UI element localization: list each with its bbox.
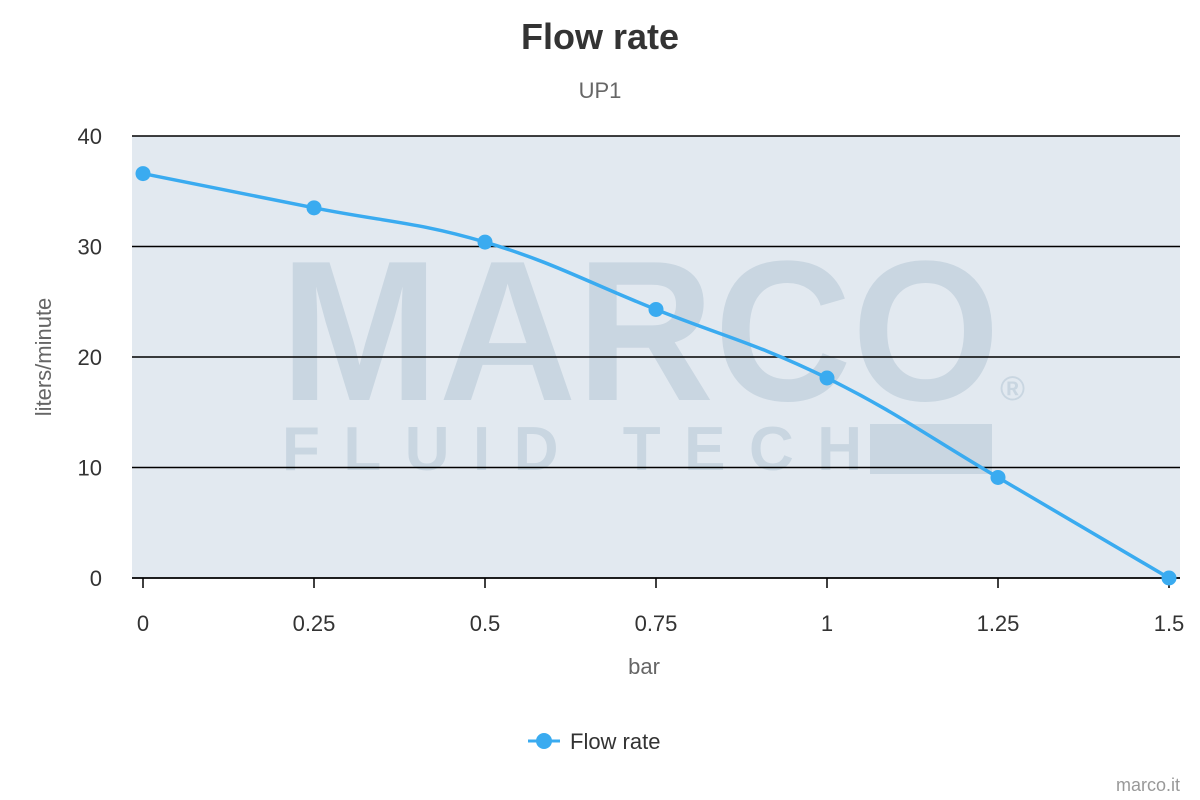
- watermark-bar: [870, 424, 992, 474]
- x-tick-label: 0: [137, 611, 149, 636]
- y-tick-label: 10: [78, 456, 102, 481]
- data-point[interactable]: [135, 166, 151, 182]
- data-point[interactable]: [477, 234, 493, 250]
- legend-marker: [536, 733, 552, 749]
- x-tick-label: 1: [821, 611, 833, 636]
- y-axis-ticks: 0 10 20 30 40: [78, 124, 102, 591]
- x-tick-label: 1.25: [977, 611, 1020, 636]
- y-tick-label: 30: [78, 235, 102, 260]
- data-point[interactable]: [648, 301, 664, 317]
- x-tick-label: 1.5: [1154, 611, 1185, 636]
- y-tick-label: 20: [78, 345, 102, 370]
- x-axis-title: bar: [628, 654, 660, 679]
- x-tick-label: 0.25: [293, 611, 336, 636]
- series-layer: [135, 166, 1177, 586]
- legend-label: Flow rate: [570, 729, 660, 754]
- x-tick-label: 0.5: [470, 611, 501, 636]
- data-point[interactable]: [306, 200, 322, 216]
- credit-link[interactable]: marco.it: [1116, 775, 1180, 795]
- watermark: MARCO ® FLUID TECH: [280, 220, 1025, 484]
- y-tick-label: 0: [90, 566, 102, 591]
- watermark-logo-text: MARCO: [280, 220, 1000, 443]
- legend-item-flow-rate[interactable]: Flow rate: [528, 729, 660, 754]
- data-point[interactable]: [1161, 570, 1177, 586]
- y-tick-label: 40: [78, 124, 102, 149]
- x-axis-ticks: 0 0.25 0.5 0.75 1 1.25 1.5: [132, 577, 1185, 636]
- y-axis-title: liters/minute: [31, 298, 56, 417]
- data-point[interactable]: [819, 370, 835, 386]
- chart-subtitle: UP1: [579, 78, 622, 103]
- data-point[interactable]: [990, 469, 1006, 485]
- watermark-registered-mark: ®: [1000, 370, 1025, 408]
- x-tick-label: 0.75: [635, 611, 678, 636]
- chart-title: Flow rate: [521, 16, 679, 57]
